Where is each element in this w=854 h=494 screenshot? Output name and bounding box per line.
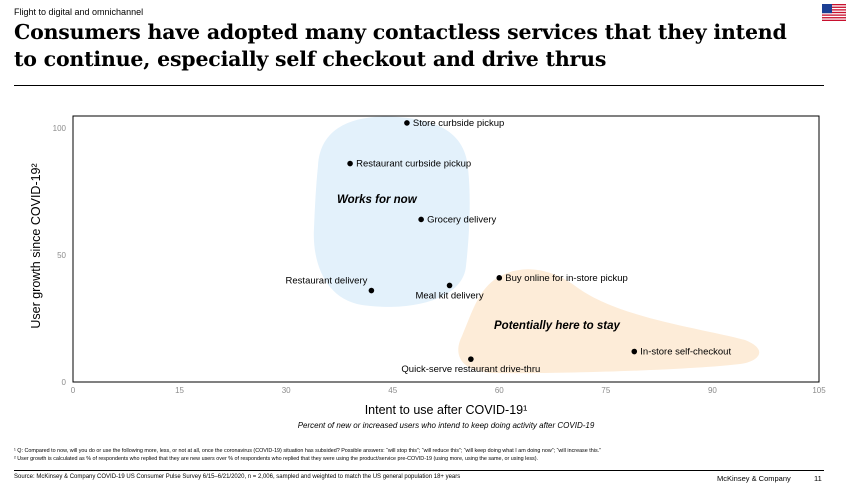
data-point bbox=[418, 216, 424, 223]
x-tick-label: 0 bbox=[71, 386, 76, 395]
page-title: Consumers have adopted many contactless … bbox=[14, 19, 824, 73]
title-line-2: to continue, especially self checkout an… bbox=[14, 47, 607, 71]
x-tick-label: 15 bbox=[175, 386, 184, 395]
data-point bbox=[446, 282, 453, 289]
y-axis-title: User growth since COVID-19² bbox=[29, 163, 43, 328]
y-tick-label: 50 bbox=[57, 251, 66, 260]
data-points bbox=[347, 120, 638, 362]
data-point bbox=[347, 160, 353, 167]
x-tick-label: 90 bbox=[708, 386, 717, 395]
x-axis-title: Intent to use after COVID-19¹ bbox=[365, 403, 528, 417]
data-point bbox=[368, 287, 375, 294]
x-tick-label: 30 bbox=[282, 386, 291, 395]
data-label: In-store self-checkout bbox=[640, 347, 731, 358]
x-tick-label: 60 bbox=[495, 386, 504, 395]
page-number: 11 bbox=[814, 474, 822, 483]
x-axis-ticks: 0 15 30 45 60 75 90 105 bbox=[71, 386, 826, 395]
brand-name: McKinsey & Company bbox=[717, 474, 791, 483]
data-point bbox=[468, 356, 474, 362]
x-tick-label: 45 bbox=[388, 386, 397, 395]
x-tick-label: 75 bbox=[601, 386, 610, 395]
footnote-2: ² User growth is calculated as % of resp… bbox=[14, 456, 539, 462]
y-axis-ticks: 0 50 100 bbox=[53, 124, 67, 387]
footnotes: ¹ Q: Compared to now, will you do or use… bbox=[14, 447, 840, 463]
source-note: Source: McKinsey & Company COVID-19 US C… bbox=[14, 474, 461, 480]
us-flag-icon bbox=[822, 4, 846, 21]
y-tick-label: 100 bbox=[53, 124, 67, 133]
plot-area-border bbox=[72, 115, 820, 383]
data-label: Restaurant curbside pickup bbox=[356, 159, 471, 170]
title-divider bbox=[14, 85, 824, 86]
annotation-potentially-here-to-stay: Potentially here to stay bbox=[494, 320, 621, 332]
data-label: Meal kit delivery bbox=[415, 290, 483, 301]
title-line-1: Consumers have adopted many contactless … bbox=[14, 20, 787, 44]
footnote-1: ¹ Q: Compared to now, will you do or use… bbox=[14, 448, 601, 454]
footer-divider bbox=[14, 470, 824, 471]
data-label: Restaurant delivery bbox=[286, 276, 368, 287]
data-point bbox=[631, 348, 638, 355]
data-point bbox=[404, 120, 410, 126]
y-tick-label: 0 bbox=[62, 378, 67, 387]
x-tick-label: 105 bbox=[812, 386, 826, 395]
data-label: Buy online for in-store pickup bbox=[505, 273, 628, 284]
annotation-works-for-now: Works for now bbox=[337, 194, 418, 206]
section-label: Flight to digital and omnichannel bbox=[14, 7, 144, 17]
data-labels: Store curbside pickup Restaurant curbside… bbox=[286, 118, 732, 375]
x-axis-subtitle: Percent of new or increased users who in… bbox=[298, 421, 595, 430]
data-label: Store curbside pickup bbox=[413, 118, 504, 129]
data-label: Grocery delivery bbox=[427, 214, 496, 225]
data-point bbox=[496, 275, 503, 281]
data-label: Quick-serve restaurant drive-thru bbox=[401, 364, 540, 375]
potentially-here-to-stay-cluster bbox=[458, 269, 760, 374]
